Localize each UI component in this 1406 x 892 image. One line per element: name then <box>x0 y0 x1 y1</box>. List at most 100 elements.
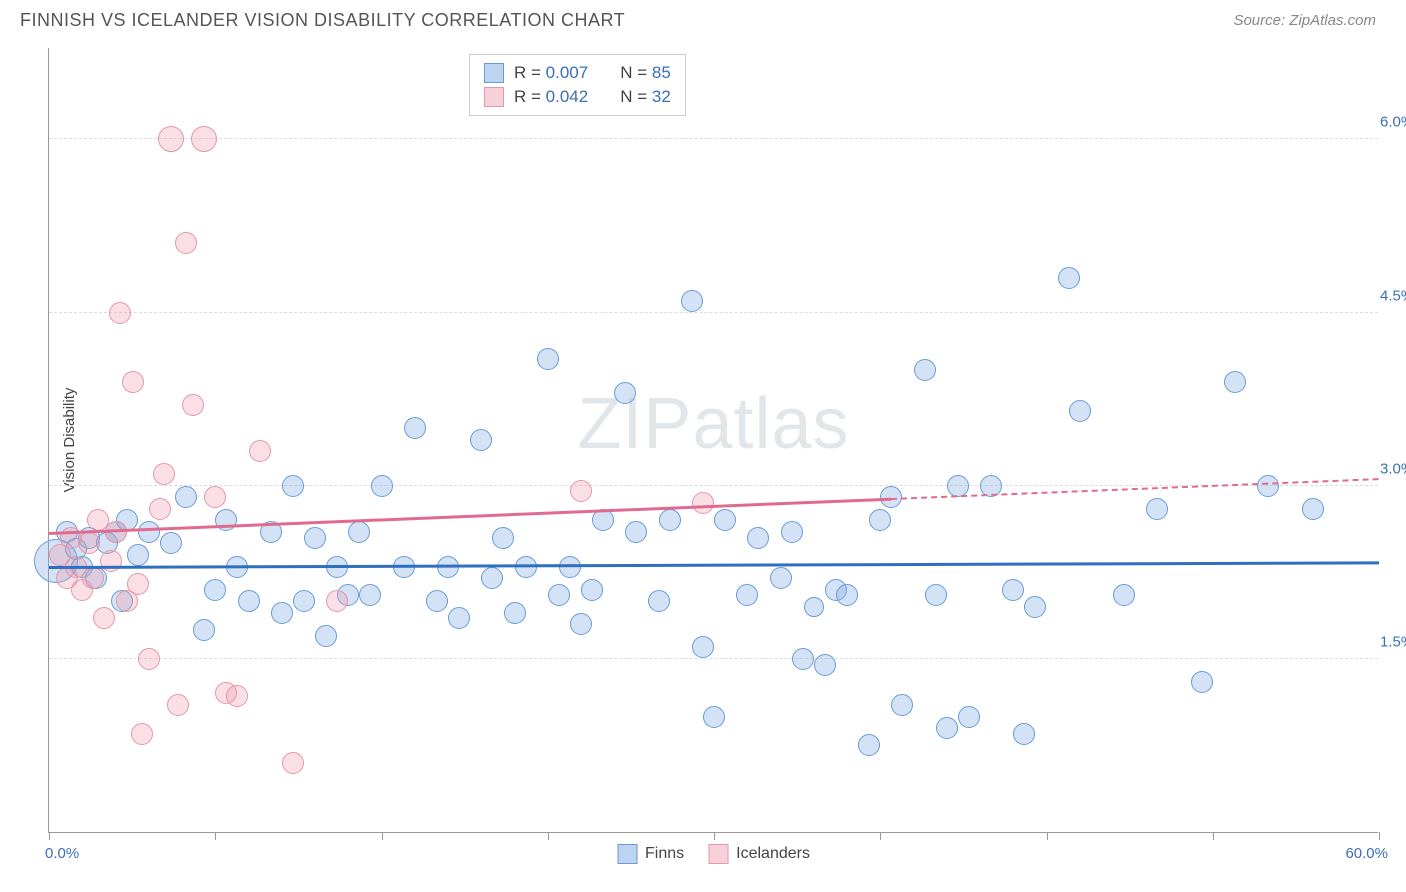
data-point <box>1024 596 1046 618</box>
data-point <box>770 567 792 589</box>
x-tick <box>1379 832 1380 840</box>
data-point <box>836 584 858 606</box>
data-point <box>914 359 936 381</box>
stat-n-label: N = 85 <box>620 63 671 83</box>
data-point <box>1191 671 1213 693</box>
y-tick-label: 3.0% <box>1380 460 1406 477</box>
data-point <box>138 521 160 543</box>
data-point <box>326 590 348 612</box>
data-point <box>614 382 636 404</box>
data-point <box>78 532 100 554</box>
data-point <box>175 486 197 508</box>
y-tick-label: 4.5% <box>1380 287 1406 304</box>
data-point <box>100 550 122 572</box>
stats-row: R = 0.007 N = 85 <box>484 61 671 85</box>
data-point <box>282 752 304 774</box>
data-point <box>947 475 969 497</box>
y-tick-label: 6.0% <box>1380 114 1406 131</box>
data-point <box>814 654 836 676</box>
data-point <box>581 579 603 601</box>
data-point <box>1224 371 1246 393</box>
x-tick <box>215 832 216 840</box>
data-point <box>149 498 171 520</box>
data-point <box>570 613 592 635</box>
data-point <box>504 602 526 624</box>
data-point <box>315 625 337 647</box>
data-point <box>648 590 670 612</box>
data-point <box>470 429 492 451</box>
data-point <box>1002 579 1024 601</box>
data-point <box>182 394 204 416</box>
trend-line <box>49 562 1379 569</box>
data-point <box>215 509 237 531</box>
data-point <box>131 723 153 745</box>
x-tick <box>382 832 383 840</box>
stat-n-label: N = 32 <box>620 87 671 107</box>
data-point <box>714 509 736 531</box>
legend-label: Icelanders <box>736 845 810 863</box>
data-point <box>792 648 814 670</box>
data-point <box>226 685 248 707</box>
data-point <box>175 232 197 254</box>
chart-source: Source: ZipAtlas.com <box>1233 12 1376 29</box>
y-axis-title: Vision Disability <box>61 388 78 493</box>
data-point <box>858 734 880 756</box>
data-point <box>404 417 426 439</box>
data-point <box>348 521 370 543</box>
x-tick <box>1047 832 1048 840</box>
data-point <box>1058 267 1080 289</box>
data-point <box>1113 584 1135 606</box>
data-point <box>592 509 614 531</box>
legend-swatch <box>484 63 504 83</box>
data-point <box>1257 475 1279 497</box>
data-point <box>1069 400 1091 422</box>
data-point <box>127 573 149 595</box>
x-tick <box>714 832 715 840</box>
data-point <box>271 602 293 624</box>
legend-label: Finns <box>645 845 684 863</box>
data-point <box>82 567 104 589</box>
x-tick <box>1213 832 1214 840</box>
chart-title: FINNISH VS ICELANDER VISION DISABILITY C… <box>20 10 625 31</box>
data-point <box>138 648 160 670</box>
data-point <box>703 706 725 728</box>
data-point <box>249 440 271 462</box>
legend-swatch <box>708 844 728 864</box>
gridline <box>49 658 1378 659</box>
data-point <box>1302 498 1324 520</box>
data-point <box>1146 498 1168 520</box>
x-axis-min-label: 0.0% <box>45 845 79 862</box>
legend-swatch <box>484 87 504 107</box>
data-point <box>127 544 149 566</box>
data-point <box>193 619 215 641</box>
data-point <box>659 509 681 531</box>
data-point <box>282 475 304 497</box>
data-point <box>936 717 958 739</box>
data-point <box>681 290 703 312</box>
data-point <box>153 463 175 485</box>
data-point <box>958 706 980 728</box>
data-point <box>426 590 448 612</box>
legend-item: Finns <box>617 844 684 864</box>
gridline <box>49 138 1378 139</box>
data-point <box>158 126 184 152</box>
data-point <box>238 590 260 612</box>
x-axis-max-label: 60.0% <box>1345 845 1388 862</box>
data-point <box>160 532 182 554</box>
data-point <box>191 126 217 152</box>
data-point <box>122 371 144 393</box>
bottom-legend: Finns Icelanders <box>617 844 810 864</box>
data-point <box>625 521 647 543</box>
data-point <box>747 527 769 549</box>
y-tick-label: 1.5% <box>1380 633 1406 650</box>
stats-row: R = 0.042 N = 32 <box>484 85 671 109</box>
data-point <box>359 584 381 606</box>
data-point <box>692 492 714 514</box>
stat-r-label: R = 0.007 <box>514 63 588 83</box>
data-point <box>167 694 189 716</box>
legend-item: Icelanders <box>708 844 810 864</box>
data-point <box>293 590 315 612</box>
data-point <box>869 509 891 531</box>
data-point <box>204 486 226 508</box>
stat-r-label: R = 0.042 <box>514 87 588 107</box>
